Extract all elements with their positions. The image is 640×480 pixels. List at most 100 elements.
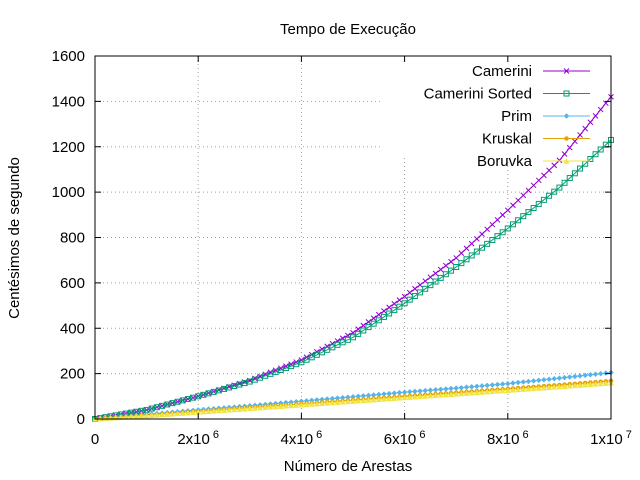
legend: Camerini Camerini Sorted Prim Kruskal Boruvk… (424, 63, 590, 170)
data-point (437, 266, 444, 273)
data-point (592, 151, 599, 158)
data-point (159, 411, 165, 418)
data-point (417, 393, 423, 400)
x-tick-label: 4x10 6 (281, 429, 323, 448)
legend-marker (564, 136, 569, 141)
data-point (494, 233, 501, 240)
data-point (540, 196, 547, 203)
x-tick-label: 1x10 7 (590, 429, 632, 448)
data-point (190, 409, 196, 416)
data-point (448, 385, 454, 392)
data-point (556, 383, 563, 390)
data-point (587, 371, 594, 378)
data-point (515, 379, 521, 386)
data-point (463, 256, 470, 263)
legend-item: Camerini Sorted (424, 86, 590, 103)
legend-label: Kruskal (482, 131, 532, 148)
series-layer (92, 93, 614, 422)
data-point (437, 274, 444, 281)
legend-marker (563, 68, 570, 74)
data-point (386, 304, 392, 311)
data-point (262, 404, 269, 410)
data-point (499, 212, 506, 218)
data-point (587, 156, 594, 163)
data-point (102, 415, 109, 422)
data-point (396, 389, 403, 396)
y-tick-label: 1400 (52, 93, 85, 110)
data-point (442, 271, 449, 278)
data-point (566, 374, 573, 380)
data-point (427, 274, 434, 281)
data-point (561, 179, 568, 186)
data-point (293, 402, 300, 408)
data-point (587, 119, 594, 126)
data-point (380, 313, 387, 320)
data-point (324, 399, 331, 406)
data-point (246, 405, 253, 412)
data-point (479, 244, 485, 251)
data-point (427, 282, 434, 289)
axis-ticks: 0 200 400 600 800 1000 1200 1400 1600 0 2x10 6 4x10… (52, 48, 632, 448)
data-point (546, 376, 552, 383)
data-point (360, 397, 367, 404)
data-point (179, 409, 186, 416)
data-point (406, 388, 413, 395)
data-point (597, 106, 604, 113)
data-point (391, 395, 398, 401)
data-point (443, 262, 449, 269)
data-point (215, 407, 222, 414)
data-point (572, 138, 578, 145)
data-point (375, 317, 382, 324)
data-point (210, 407, 217, 414)
data-point (515, 386, 522, 393)
data-point (329, 399, 336, 406)
data-point (355, 330, 362, 337)
data-point (602, 370, 609, 376)
data-point (355, 397, 362, 404)
data-point (510, 380, 516, 386)
data-point (360, 322, 367, 329)
legend-label: Prim (501, 108, 532, 125)
data-point (308, 400, 315, 407)
data-point (551, 188, 558, 195)
data-point (200, 408, 207, 415)
data-point (406, 394, 413, 400)
data-point (592, 380, 599, 387)
data-point (535, 177, 542, 184)
data-point (370, 320, 377, 327)
data-point (525, 385, 532, 392)
data-point (417, 289, 424, 296)
data-point (236, 406, 243, 412)
data-point (551, 162, 558, 169)
x-tick-label: 8x10 6 (487, 429, 529, 448)
data-point (494, 381, 501, 388)
data-point (515, 217, 522, 224)
data-point (561, 374, 568, 381)
data-point (458, 260, 465, 267)
series-boruvka (92, 379, 614, 422)
data-point (417, 388, 423, 394)
data-point (582, 372, 589, 379)
data-point (468, 383, 475, 390)
y-tick-label: 600 (60, 275, 85, 292)
data-point (221, 407, 227, 413)
data-point (571, 382, 578, 389)
data-point (587, 381, 594, 387)
data-point (494, 387, 501, 394)
data-point (448, 391, 454, 397)
series-camerini (92, 93, 614, 422)
data-point (504, 207, 511, 214)
data-point (541, 172, 547, 179)
data-point (515, 197, 521, 204)
data-point (597, 146, 604, 153)
data-point (432, 386, 439, 393)
y-tick-label: 800 (60, 230, 85, 247)
data-point (241, 405, 248, 412)
data-point (566, 144, 573, 151)
data-point (525, 209, 532, 216)
data-point (277, 403, 284, 409)
data-point (556, 157, 563, 164)
data-point (520, 386, 527, 392)
x-tick-label: 0 (91, 431, 99, 448)
data-point (499, 387, 506, 394)
